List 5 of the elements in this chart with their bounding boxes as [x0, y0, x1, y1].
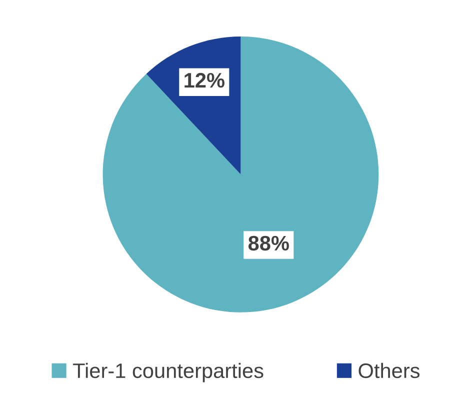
pie-slice	[102, 36, 379, 312]
data-label: 88%	[248, 236, 289, 251]
data-label: 12%	[184, 72, 224, 88]
legend-label: Others	[358, 362, 420, 378]
legend-label: Tier-1 counterparties	[73, 362, 264, 382]
